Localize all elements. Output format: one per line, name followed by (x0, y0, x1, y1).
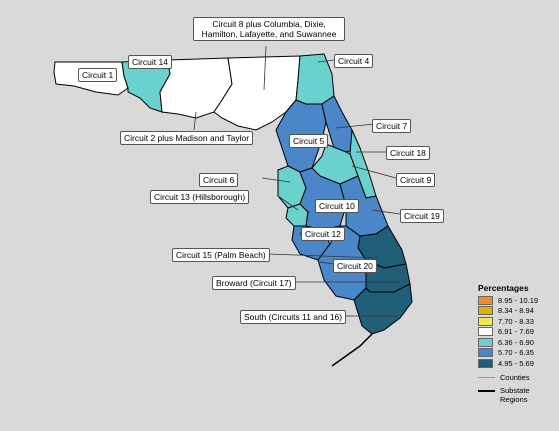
label-circuit-17: Broward (Circuit 17) (212, 276, 296, 290)
label-circuit-15: Circuit 15 (Palm Beach) (172, 248, 270, 262)
label-circuit-8: Circuit 8 plus Columbia, Dixie, Hamilton… (193, 17, 345, 41)
label-circuit-10: Circuit 10 (315, 199, 359, 213)
region-circuit-south (353, 283, 413, 335)
legend-item-label: 8.34 - 8.94 (498, 306, 534, 316)
label-circuit-2: Circuit 2 plus Madison and Taylor (120, 131, 254, 145)
label-circuit-9: Circuit 9 (396, 173, 436, 187)
legend-item: 6.36 - 6.90 (478, 337, 552, 348)
florida-keys (331, 333, 373, 367)
legend-substate: Substate Regions (478, 386, 552, 404)
legend-counties: Counties (478, 373, 552, 382)
legend-item-label: 7.70 - 8.33 (498, 316, 534, 326)
label-circuit-6: Circuit 6 (199, 173, 239, 187)
legend-swatch (478, 327, 493, 337)
legend-swatch (478, 337, 493, 347)
counties-line-sample (478, 376, 495, 378)
label-circuit-south: South (Circuits 11 and 16) (240, 310, 347, 324)
legend-item-label: 8.95 - 10.19 (498, 295, 539, 305)
label-circuit-4: Circuit 4 (334, 54, 374, 68)
legend-substate-label: Substate Regions (500, 385, 530, 404)
legend-counties-label: Counties (500, 372, 530, 382)
legend-item-label: 6.36 - 6.90 (498, 337, 534, 347)
legend-title: Percentages (478, 283, 529, 293)
legend-swatch (478, 295, 493, 305)
region-circuit-4 (295, 53, 335, 105)
legend-item: 7.70 - 8.33 (478, 316, 552, 327)
label-circuit-14: Circuit 14 (128, 55, 172, 69)
label-circuit-7: Circuit 7 (372, 119, 412, 133)
label-circuit-1: Circuit 1 (78, 68, 118, 82)
label-circuit-20: Circuit 20 (333, 259, 377, 273)
label-circuit-19: Circuit 19 (400, 209, 444, 223)
label-circuit-5: Circuit 5 (289, 134, 329, 148)
label-circuit-18: Circuit 18 (386, 146, 430, 160)
legend-item-label: 4.95 - 5.69 (498, 358, 534, 368)
legend-swatch (478, 316, 493, 326)
legend-item: 6.91 - 7.69 (478, 327, 552, 338)
legend-swatch (478, 348, 493, 358)
label-circuit-13: Circuit 13 (Hillsborough) (150, 190, 250, 204)
legend-item-label: 6.91 - 7.69 (498, 327, 534, 337)
legend-swatch (478, 358, 493, 368)
legend-item: 4.95 - 5.69 (478, 358, 552, 369)
legend-item: 8.34 - 8.94 (478, 306, 552, 317)
legend-item: 8.95 - 10.19 (478, 295, 552, 306)
legend-swatch (478, 306, 493, 316)
legend-item-label: 5.70 - 6.35 (498, 348, 534, 358)
map-legend: Percentages 8.95 - 10.19 8.34 - 8.94 7.70 … (478, 283, 552, 404)
legend-item: 5.70 - 6.35 (478, 348, 552, 359)
substate-line-sample (478, 389, 495, 392)
label-circuit-12: Circuit 12 (301, 227, 345, 241)
legend-items: 8.95 - 10.19 8.34 - 8.94 7.70 - 8.33 6.91 -… (478, 295, 552, 369)
